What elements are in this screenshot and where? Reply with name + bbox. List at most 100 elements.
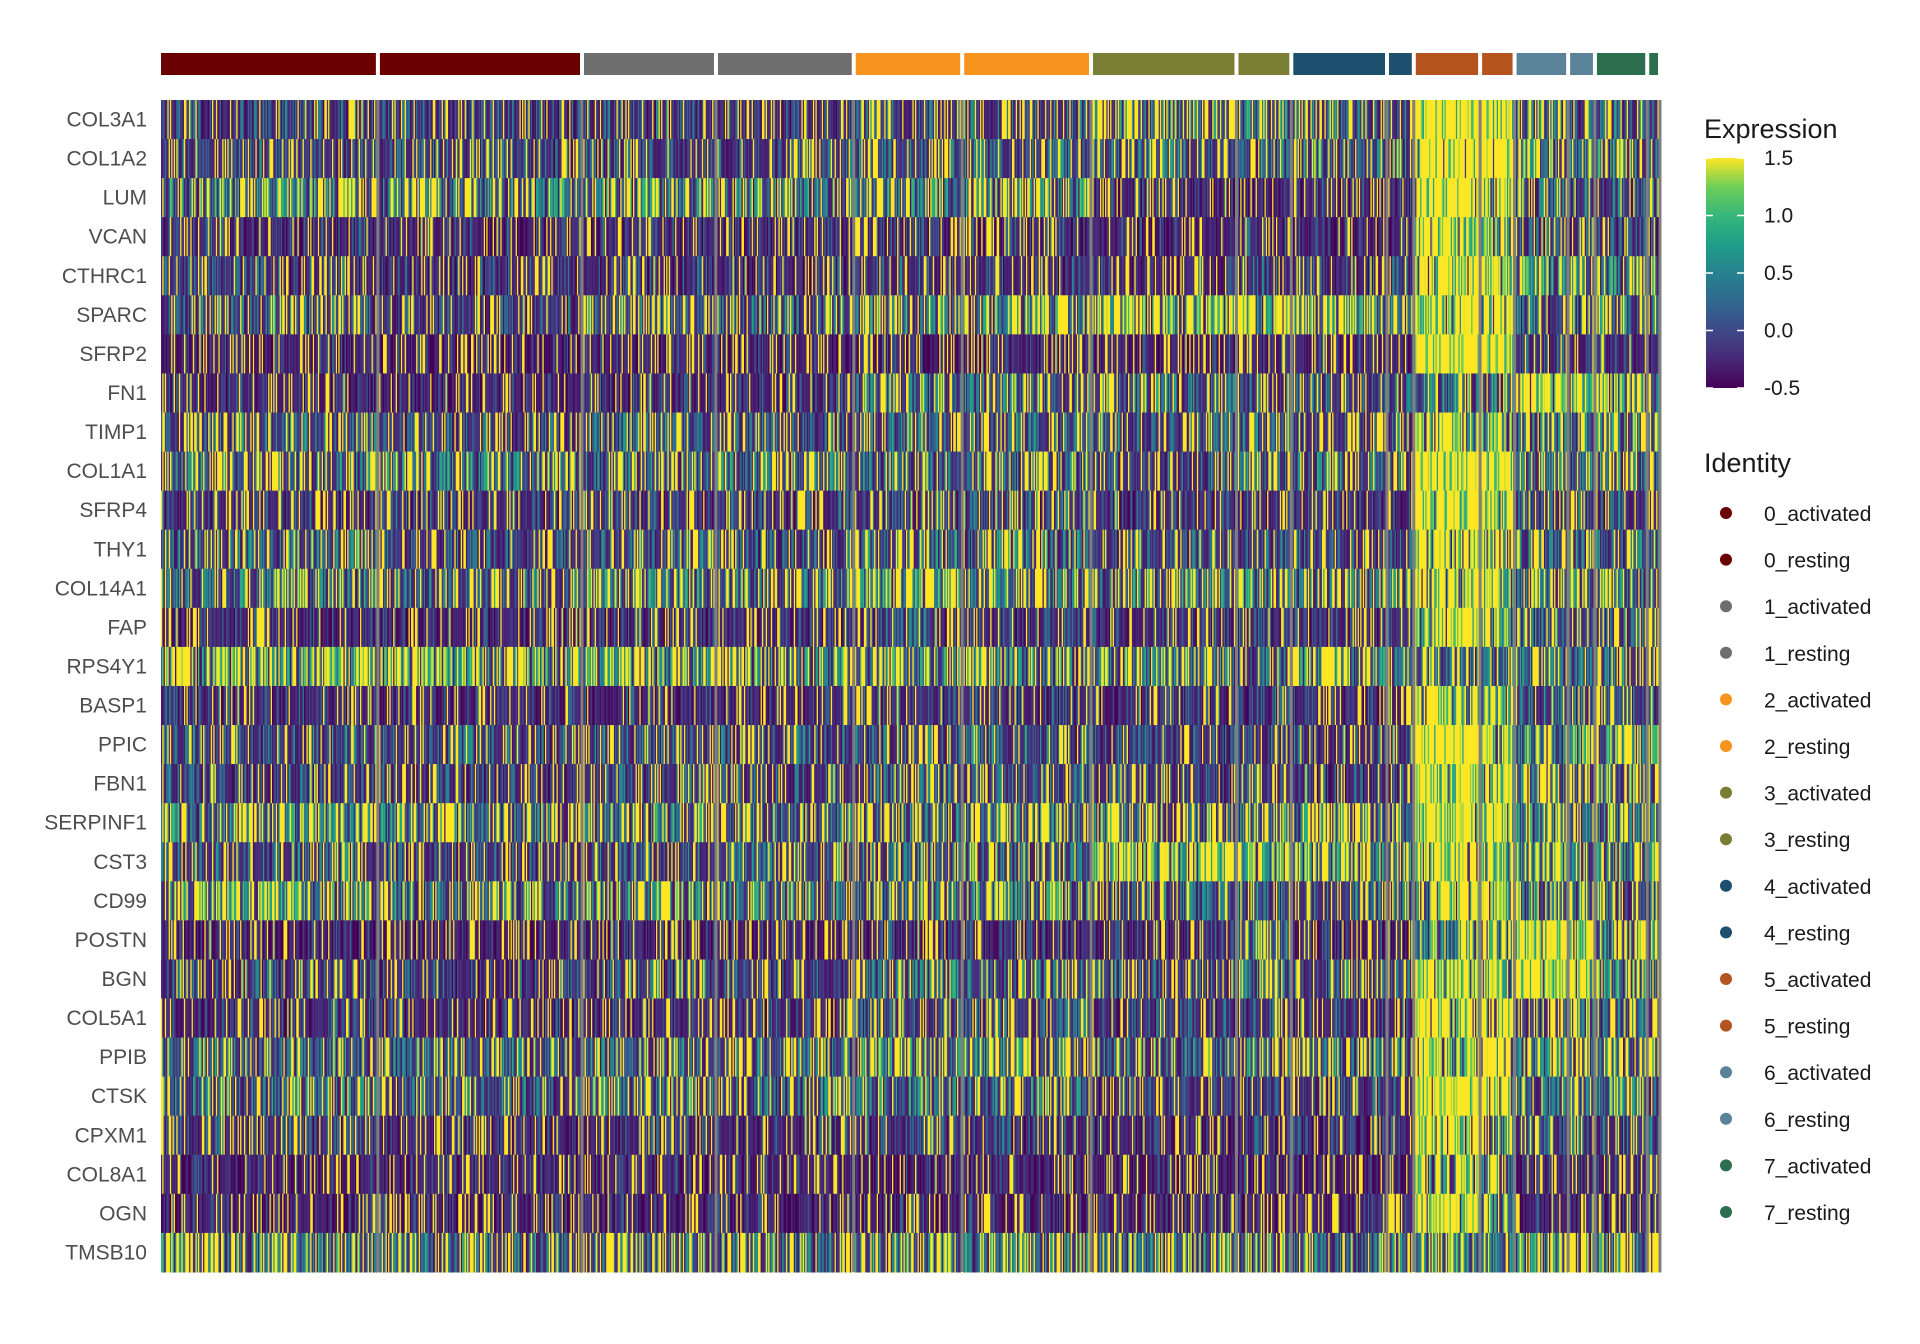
heatmap-cell [240, 373, 242, 414]
heatmap-cell [298, 100, 301, 140]
annotation-segment-7_resting [1649, 53, 1658, 75]
heatmap-cell [280, 412, 283, 453]
heatmap-cell [190, 607, 193, 648]
heatmap-cell [261, 490, 264, 531]
heatmap-cell [173, 100, 176, 140]
heatmap-cell [287, 568, 290, 609]
heatmap-cell [334, 490, 337, 531]
identity-annotation-bar [161, 53, 1658, 75]
heatmap-cell [339, 217, 342, 257]
heatmap-cell [300, 139, 302, 179]
heatmap-cell [367, 607, 370, 648]
heatmap-cell [311, 295, 314, 335]
heatmap-cell [231, 451, 234, 492]
heatmap-cell [210, 725, 213, 765]
heatmap-cell [366, 217, 369, 257]
heatmap-cell [288, 607, 291, 648]
heatmap-cell [279, 100, 282, 140]
heatmap-cell [321, 334, 324, 374]
heatmap-cell [334, 373, 337, 414]
heatmap-cell [340, 334, 343, 374]
heatmap-cell [356, 139, 359, 179]
heatmap-cell [180, 100, 183, 140]
heatmap-cell [298, 295, 301, 335]
heatmap-cell [234, 295, 237, 335]
heatmap-cell [204, 295, 207, 335]
heatmap-cell [171, 373, 174, 414]
heatmap-cell [324, 412, 327, 453]
heatmap-cell [298, 686, 301, 726]
heatmap-cell [223, 412, 226, 453]
heatmap-cell [287, 490, 290, 531]
heatmap-cell [187, 178, 190, 218]
heatmap-cell [311, 451, 314, 492]
heatmap-cell [217, 139, 220, 179]
heatmap-cell [227, 139, 230, 179]
heatmap-cell [353, 256, 356, 296]
heatmap-cell [344, 490, 347, 531]
heatmap-cell [260, 607, 263, 648]
heatmap-cell [365, 412, 367, 453]
heatmap-cell [357, 100, 360, 140]
heatmap-cell [200, 490, 203, 531]
heatmap-cell [233, 256, 236, 296]
heatmap-cell [278, 451, 281, 492]
heatmap-cell [190, 412, 193, 453]
heatmap-cell [324, 334, 327, 374]
heatmap-cell [254, 490, 257, 531]
heatmap-cell [259, 295, 262, 335]
heatmap-cell [353, 178, 356, 218]
heatmap-cell [270, 256, 273, 296]
heatmap-cell [325, 373, 328, 414]
heatmap-cell [173, 139, 176, 179]
heatmap-cell [297, 256, 300, 296]
heatmap-cell [182, 295, 185, 335]
heatmap-cell [249, 178, 251, 218]
heatmap-cell [214, 178, 217, 218]
heatmap-cell [195, 139, 198, 179]
heatmap-cell [201, 139, 204, 179]
heatmap-cell [275, 412, 278, 453]
heatmap-cell [162, 529, 165, 570]
annotation-segment-5_resting [1482, 53, 1513, 75]
heatmap-cell [169, 646, 172, 687]
heatmap-cell [303, 373, 306, 414]
heatmap-cell [242, 451, 245, 492]
heatmap-cell [370, 529, 373, 570]
heatmap-cell [177, 334, 180, 374]
heatmap-cell [342, 295, 345, 335]
heatmap-cell [176, 412, 179, 453]
heatmap-cell [249, 139, 251, 179]
heatmap-cell [291, 295, 294, 335]
heatmap-cell [241, 529, 244, 570]
heatmap-cell [305, 217, 308, 257]
heatmap-cell [189, 646, 191, 687]
heatmap-cell [277, 256, 279, 296]
heatmap-cell [255, 217, 258, 257]
heatmap-cell [361, 607, 364, 648]
heatmap-cell [171, 139, 174, 179]
heatmap-cell [234, 646, 237, 687]
heatmap-cell [214, 139, 217, 179]
heatmap-cell [176, 256, 179, 296]
heatmap-cell [321, 490, 324, 531]
heatmap-cell [311, 568, 314, 609]
heatmap-cell [260, 686, 263, 726]
heatmap-cell [342, 217, 345, 257]
heatmap-cell [164, 100, 167, 140]
heatmap-cell [206, 334, 209, 374]
heatmap-cell [189, 295, 191, 335]
heatmap-cell [297, 412, 300, 453]
heatmap-cell [173, 686, 176, 726]
heatmap-cell [186, 217, 189, 257]
heatmap-cell [246, 100, 249, 140]
heatmap-cell [335, 373, 338, 414]
heatmap-cell [217, 100, 220, 140]
heatmap-cell [325, 568, 328, 609]
heatmap-cell [320, 568, 323, 609]
heatmap-cell [278, 725, 281, 765]
heatmap-cell [204, 686, 207, 726]
heatmap-cell [172, 725, 175, 765]
heatmap-cell [209, 256, 212, 296]
heatmap-cell [191, 373, 194, 414]
